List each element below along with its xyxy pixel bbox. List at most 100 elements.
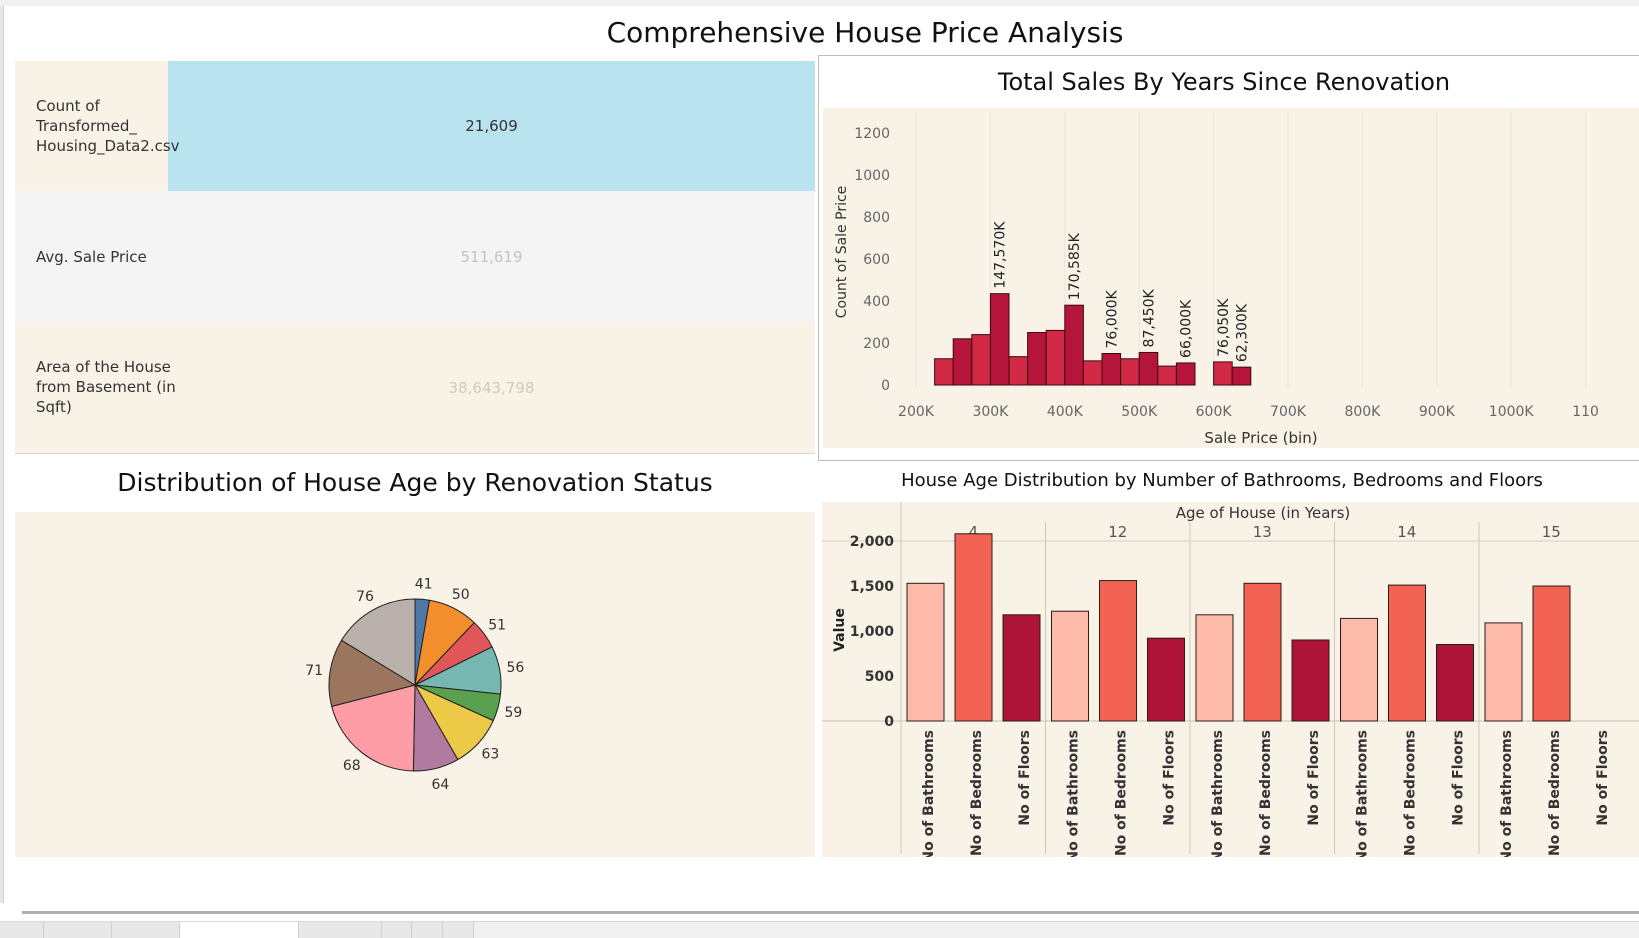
top-border: [0, 0, 1639, 6]
grouped-bar: [954, 533, 993, 722]
grouped-y-tick-label: 1,500: [850, 579, 895, 595]
pie-slice-label: 51: [488, 618, 506, 634]
histogram-bar: [1138, 351, 1159, 386]
grouped-category-label: No of Bedrooms: [1258, 730, 1274, 856]
histogram-x-tick-label: 200K: [898, 404, 935, 420]
pie-slice-label: 63: [482, 747, 500, 763]
grouped-bar: [1051, 610, 1089, 722]
histogram-bar: [1082, 360, 1103, 386]
pie-slice-label: 68: [343, 758, 361, 774]
kpi-divider: [15, 453, 815, 454]
pie-slice-label: 50: [452, 587, 470, 603]
histogram-plot-bg: [823, 108, 1639, 448]
histogram-bar: [1157, 365, 1177, 386]
histogram-bar: [1175, 362, 1196, 386]
grouped-bar: [1436, 644, 1474, 722]
grouped-bar: [1243, 582, 1282, 722]
sheet-tab[interactable]: [0, 922, 44, 938]
histogram-bar: [971, 334, 991, 386]
pie-slice-label: 71: [305, 663, 323, 679]
grouped-category-label: No of Bathrooms: [1210, 730, 1226, 857]
group-age-label: 4: [968, 523, 978, 541]
kpi-table[interactable]: Count of Transformed_ Housing_Data2.csv …: [15, 61, 815, 453]
histogram-x-tick-label: 1000K: [1489, 404, 1535, 420]
histogram-bar: [989, 293, 1010, 386]
grouped-bar-title: House Age Distribution by Number of Bath…: [901, 470, 1543, 491]
pie-slice-label: 76: [356, 589, 374, 605]
histogram-bar: [1101, 353, 1122, 386]
horizontal-scrollbar[interactable]: [22, 911, 1639, 914]
sheet-tab[interactable]: [443, 922, 474, 938]
histogram-x-axis-title: Sale Price (bin): [1204, 429, 1317, 447]
histogram-x-tick-label: 800K: [1344, 404, 1381, 420]
grouped-bar: [1147, 637, 1185, 722]
kpi-row-count[interactable]: Count of Transformed_ Housing_Data2.csv …: [15, 61, 815, 191]
grouped-category-label: No of Floors: [1306, 730, 1322, 826]
grouped-category-label: No of Bathrooms: [1066, 730, 1082, 857]
histogram-x-tick-label: 900K: [1419, 404, 1456, 420]
sheet-tab[interactable]: [382, 922, 412, 938]
histogram-bar: [1027, 332, 1047, 386]
left-border-line: [3, 6, 4, 903]
grouped-bar: [1002, 614, 1041, 722]
left-border: [0, 6, 3, 903]
grouped-bar-panel[interactable]: House Age Distribution by Number of Bath…: [822, 462, 1639, 857]
group-age-label: 15: [1542, 523, 1561, 541]
histogram-x-tick-label: 600K: [1196, 404, 1233, 420]
histogram-bar: [934, 358, 954, 386]
grouped-category-label: No of Floors: [1451, 730, 1467, 826]
histogram-x-tick-label: 700K: [1270, 404, 1307, 420]
grouped-category-label: No of Bathrooms: [921, 730, 937, 857]
kpi-row-basement-area[interactable]: Area of the House from Basement (in Sqft…: [15, 322, 815, 453]
group-age-label: 13: [1253, 523, 1272, 541]
pie-slice: [328, 639, 417, 707]
kpi-avg-price-label: Avg. Sale Price: [36, 248, 147, 266]
grouped-category-label: No of Floors: [1595, 730, 1611, 826]
histogram-bar-label: 62,300K: [1235, 303, 1251, 362]
pie-slice-label: 41: [415, 576, 433, 592]
pie-chart[interactable]: 41 50 51 56 59 63 64 68 71 76: [15, 462, 815, 857]
kpi-basement-area-value: 38,643,798: [448, 379, 535, 397]
pie-slice: [331, 684, 416, 772]
sheet-tab-bar[interactable]: [0, 921, 1639, 938]
histogram-x-tick-label: 500K: [1121, 404, 1158, 420]
pie-slice-label: 64: [431, 777, 449, 793]
sheet-tab-active[interactable]: [180, 922, 299, 938]
kpi-basement-area-label: Area of the House from Basement (in Sqft…: [36, 358, 176, 416]
histogram-bar-label: 87,450K: [1142, 288, 1158, 347]
histogram-panel[interactable]: Total Sales By Years Since Renovation 20…: [818, 55, 1639, 461]
kpi-count-label: Count of Transformed_ Housing_Data2.csv: [36, 97, 180, 155]
histogram-bar: [1231, 366, 1252, 386]
kpi-avg-price-value: 511,619: [460, 248, 523, 266]
pie-slice-label: 59: [504, 705, 522, 721]
sheet-tab[interactable]: [299, 922, 382, 938]
histogram-y-tick-label: 1200: [854, 126, 890, 142]
grouped-y-axis-title: Value: [832, 608, 848, 652]
histogram-chart[interactable]: 200K 300K 400K 500K 600K 700K 800K 900K 1000K 110…: [819, 56, 1639, 460]
kpi-row-avg-price[interactable]: Avg. Sale Price 511,619: [15, 191, 815, 322]
sheet-tab[interactable]: [44, 922, 112, 938]
histogram-bar-label: 76,050K: [1216, 298, 1232, 357]
histogram-bar-label: 66,000K: [1179, 299, 1195, 358]
dashboard-title: Comprehensive House Price Analysis: [606, 16, 1124, 49]
grouped-category-label: No of Bedrooms: [1547, 730, 1563, 856]
sheet-tab[interactable]: [412, 922, 443, 938]
grouped-bar: [1099, 580, 1137, 722]
sheet-tab[interactable]: [112, 922, 180, 938]
group-axis-title: Age of House (in Years): [1176, 504, 1351, 522]
grouped-bar-chart[interactable]: Age of House (in Years) 0 500 1,000 1,500 2,0…: [822, 462, 1639, 857]
grouped-y-tick-label: 1,000: [850, 624, 895, 640]
grouped-y-tick-label: 0: [884, 714, 894, 730]
group-age-label: 14: [1397, 523, 1416, 541]
grouped-category-label: No of Bedrooms: [969, 730, 985, 856]
grouped-category-label: No of Bedrooms: [1403, 730, 1419, 856]
grouped-bar: [1195, 614, 1234, 722]
kpi-count-value-cell[interactable]: [168, 61, 815, 191]
grouped-bar: [1484, 622, 1523, 722]
histogram-bar: [952, 338, 973, 386]
pie-panel[interactable]: Distribution of House Age by Renovation …: [15, 462, 815, 857]
histogram-y-tick-label: 400: [863, 294, 890, 310]
histogram-bar: [1064, 304, 1084, 386]
kpi-count-value: 21,609: [465, 117, 518, 135]
histogram-y-tick-label: 600: [863, 252, 890, 268]
